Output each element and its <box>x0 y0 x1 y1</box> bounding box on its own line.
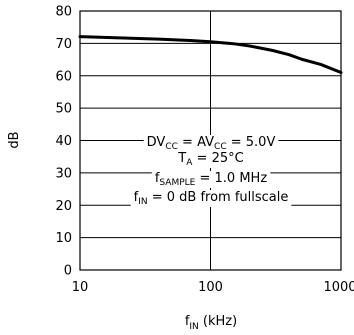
annotation-part: A <box>186 158 193 168</box>
annotation-part: = 25°C <box>192 151 243 166</box>
x-axis-label-sub: IN <box>189 322 198 332</box>
annotation-background <box>151 171 271 188</box>
annotation-background <box>130 190 292 207</box>
y-tick-label: 0 <box>64 264 72 279</box>
y-tick-label: 10 <box>55 231 72 246</box>
annotation-part: SAMPLE <box>159 178 195 188</box>
y-tick-label: 50 <box>55 102 72 117</box>
y-tick-labels: 0 10 20 30 40 50 60 70 80 <box>55 5 72 279</box>
y-tick-label: 40 <box>55 134 72 149</box>
annotation-background <box>143 135 279 152</box>
y-tick-label: 80 <box>55 5 72 20</box>
y-axis-label: dB <box>7 131 22 148</box>
x-axis-label: fIN (kHz) <box>185 314 237 332</box>
x-axis-label-unit: (kHz) <box>199 314 237 329</box>
annotation-part: = 1.0 MHz <box>195 171 267 186</box>
y-tick-label: 60 <box>55 69 72 84</box>
annotation-fs: fSAMPLE = 1.0 MHz <box>155 171 267 188</box>
annotation-part: T <box>177 151 186 166</box>
x-tick-label: 1000 <box>323 280 354 295</box>
annotation-part: DV <box>147 135 166 150</box>
y-tick-label: 70 <box>55 37 72 52</box>
annotation-background <box>174 151 247 168</box>
annotation-part: = 5.0V <box>227 135 276 150</box>
x-axis-label-main: f <box>185 314 190 329</box>
y-tick-label: 30 <box>55 166 72 181</box>
series-line <box>78 35 343 75</box>
annotation-dv: DVCC = AVCC = 5.0V <box>147 135 276 152</box>
x-tick-label: 100 <box>198 280 223 295</box>
annotation-part: f <box>134 190 139 205</box>
x-tick-label: 10 <box>72 280 89 295</box>
annotation-part: CC <box>214 142 227 152</box>
annotation-part: = 0 dB from fullscale <box>148 190 289 205</box>
annotation-part: IN <box>138 197 147 207</box>
y-tick-label: 20 <box>55 199 72 214</box>
annotation-ta: TA = 25°C <box>177 151 243 168</box>
plot-frame <box>79 10 342 271</box>
annotation-fin: fIN = 0 dB from fullscale <box>134 190 289 207</box>
annotation-part: CC <box>165 142 178 152</box>
x-tick-labels: 10 100 1000 <box>72 280 354 295</box>
annotation-part: = AV <box>178 135 214 150</box>
annotation-part: f <box>155 171 160 186</box>
